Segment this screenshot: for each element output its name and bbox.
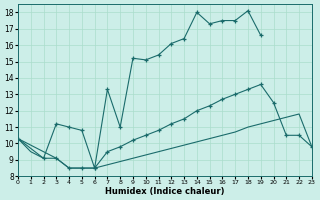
X-axis label: Humidex (Indice chaleur): Humidex (Indice chaleur) <box>105 187 225 196</box>
